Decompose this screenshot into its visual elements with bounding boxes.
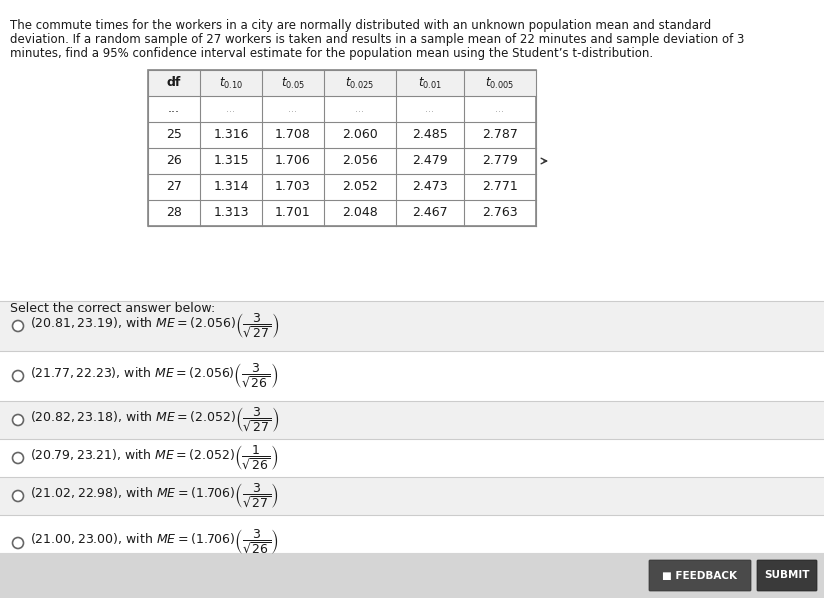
Text: 26: 26 [166, 154, 182, 167]
Text: ...: ... [495, 104, 504, 114]
Text: 1.708: 1.708 [275, 129, 311, 142]
FancyBboxPatch shape [649, 560, 751, 591]
Text: $(20.81, 23.19)$, with $ME = (2.056)\left(\dfrac{3}{\sqrt{27}}\right)$: $(20.81, 23.19)$, with $ME = (2.056)\lef… [30, 312, 279, 340]
Bar [148, 70, 536, 96]
Text: 2.771: 2.771 [482, 181, 517, 194]
Circle shape [12, 371, 24, 382]
Text: 1.316: 1.316 [213, 129, 249, 142]
Text: $(21.00, 23.00)$, with $ME = (1.706)\left(\dfrac{3}{\sqrt{26}}\right)$: $(21.00, 23.00)$, with $ME = (1.706)\lef… [30, 527, 279, 556]
Text: df: df [166, 77, 181, 90]
Text: $t_{0.05}$: $t_{0.05}$ [281, 75, 305, 90]
Text: 1.313: 1.313 [213, 206, 249, 219]
Bar [0, 351, 824, 401]
Bar [0, 553, 824, 598]
Text: deviation. If a random sample of 27 workers is taken and results in a sample mea: deviation. If a random sample of 27 work… [10, 33, 744, 46]
Text: 1.701: 1.701 [275, 206, 311, 219]
Text: $t_{0.025}$: $t_{0.025}$ [345, 75, 375, 90]
Text: $t_{0.005}$: $t_{0.005}$ [485, 75, 515, 90]
Bar [0, 301, 824, 351]
Text: 25: 25 [166, 129, 182, 142]
Text: ...: ... [227, 104, 236, 114]
Text: $t_{0.10}$: $t_{0.10}$ [219, 75, 243, 90]
Text: 1.314: 1.314 [213, 181, 249, 194]
Text: 2.779: 2.779 [482, 154, 517, 167]
Text: ...: ... [288, 104, 297, 114]
Bar [0, 477, 824, 515]
FancyBboxPatch shape [757, 560, 817, 591]
Text: ...: ... [168, 102, 180, 115]
Circle shape [12, 538, 24, 548]
Text: 1.703: 1.703 [275, 181, 311, 194]
Bar [0, 515, 824, 553]
Text: 2.485: 2.485 [412, 129, 448, 142]
Text: The commute times for the workers in a city are normally distributed with an unk: The commute times for the workers in a c… [10, 19, 711, 32]
Text: 1.706: 1.706 [275, 154, 311, 167]
Text: 1.315: 1.315 [213, 154, 249, 167]
Text: ...: ... [425, 104, 434, 114]
Text: ■ FEEDBACK: ■ FEEDBACK [662, 570, 737, 581]
Bar [0, 439, 824, 477]
Text: SUBMIT: SUBMIT [764, 570, 810, 581]
Text: Select the correct answer below:: Select the correct answer below: [10, 302, 215, 315]
Text: ...: ... [355, 104, 364, 114]
Text: $(21.77, 22.23)$, with $ME = (2.056)\left(\dfrac{3}{\sqrt{26}}\right)$: $(21.77, 22.23)$, with $ME = (2.056)\lef… [30, 362, 278, 390]
Text: $(20.82, 23.18)$, with $ME = (2.052)\left(\dfrac{3}{\sqrt{27}}\right)$: $(20.82, 23.18)$, with $ME = (2.052)\lef… [30, 405, 279, 435]
Circle shape [12, 414, 24, 426]
Text: 28: 28 [166, 206, 182, 219]
Text: 2.473: 2.473 [412, 181, 447, 194]
Text: 2.467: 2.467 [412, 206, 447, 219]
Bar [0, 401, 824, 439]
Text: 27: 27 [166, 181, 182, 194]
Circle shape [12, 453, 24, 463]
Bar [148, 70, 536, 226]
Text: 2.048: 2.048 [342, 206, 378, 219]
Circle shape [12, 490, 24, 502]
Text: 2.479: 2.479 [412, 154, 447, 167]
Circle shape [12, 321, 24, 331]
Text: 2.060: 2.060 [342, 129, 378, 142]
Text: $(21.02, 22.98)$, with $ME = (1.706)\left(\dfrac{3}{\sqrt{27}}\right)$: $(21.02, 22.98)$, with $ME = (1.706)\lef… [30, 481, 279, 511]
Text: minutes, find a 95% confidence interval estimate for the population mean using t: minutes, find a 95% confidence interval … [10, 47, 653, 60]
Text: 2.052: 2.052 [342, 181, 378, 194]
Text: $t_{0.01}$: $t_{0.01}$ [418, 75, 442, 90]
Text: 2.056: 2.056 [342, 154, 378, 167]
Text: 2.787: 2.787 [482, 129, 518, 142]
Text: $(20.79, 23.21)$, with $ME = (2.052)\left(\dfrac{1}{\sqrt{26}}\right)$: $(20.79, 23.21)$, with $ME = (2.052)\lef… [30, 444, 279, 472]
Text: 2.763: 2.763 [482, 206, 517, 219]
